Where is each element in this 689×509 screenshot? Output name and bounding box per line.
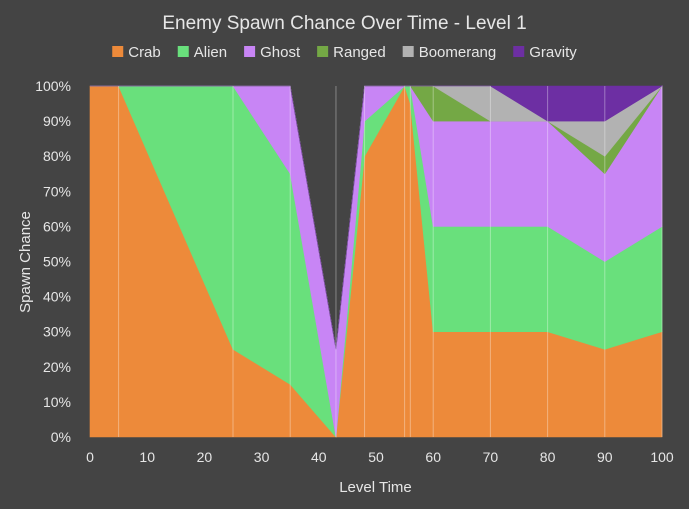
x-axis-label: Level Time bbox=[339, 479, 412, 496]
y-tick-label: 0% bbox=[51, 429, 71, 445]
x-tick-label: 70 bbox=[483, 449, 499, 465]
legend-swatch bbox=[112, 46, 124, 57]
area-series-gravity bbox=[90, 85, 664, 350]
y-tick-label: 50% bbox=[43, 254, 71, 270]
legend-swatch bbox=[177, 46, 189, 57]
legend-item-boomerang: Boomerang bbox=[402, 44, 497, 61]
x-tick-label: 90 bbox=[597, 449, 613, 465]
y-axis-label: Spawn Chance bbox=[17, 211, 34, 313]
y-tick-label: 100% bbox=[35, 78, 71, 94]
y-tick-label: 40% bbox=[43, 289, 71, 305]
chart-title: Enemy Spawn Chance Over Time - Level 1 bbox=[162, 13, 526, 34]
x-tick-label: 30 bbox=[254, 449, 270, 465]
y-tick-label: 10% bbox=[43, 394, 71, 410]
y-tick-label: 80% bbox=[43, 148, 71, 164]
legend-swatch bbox=[317, 46, 329, 57]
legend-label: Boomerang bbox=[419, 44, 497, 61]
legend-label: Gravity bbox=[529, 44, 577, 61]
x-tick-label: 0 bbox=[86, 449, 94, 465]
gridlines bbox=[118, 86, 663, 437]
legend-label: Alien bbox=[194, 44, 227, 61]
legend-item-gravity: Gravity bbox=[513, 44, 577, 61]
legend-item-crab: Crab bbox=[112, 44, 161, 61]
legend-item-ranged: Ranged bbox=[317, 44, 386, 61]
area-series-group bbox=[89, 84, 664, 438]
y-tick-label: 60% bbox=[43, 218, 71, 234]
legend-label: Crab bbox=[128, 44, 161, 61]
y-tick-label: 20% bbox=[43, 359, 71, 375]
y-axis-ticks: 0% 10% 20% 30% 40% 50% 60% 70% 80% 90% 100% bbox=[35, 78, 71, 445]
x-tick-label: 10 bbox=[139, 449, 155, 465]
legend-swatch bbox=[402, 46, 414, 57]
legend-label: Ghost bbox=[260, 44, 301, 61]
legend-label: Ranged bbox=[333, 44, 386, 61]
x-axis-ticks: 0 10 20 30 40 50 60 70 80 90 100 bbox=[86, 449, 674, 465]
plot-area bbox=[89, 84, 664, 438]
legend: Crab Alien Ghost Ranged Boomerang Gravity bbox=[112, 44, 577, 61]
legend-swatch bbox=[513, 46, 525, 57]
y-tick-label: 90% bbox=[43, 113, 71, 129]
x-tick-label: 20 bbox=[197, 449, 213, 465]
x-tick-label: 40 bbox=[311, 449, 327, 465]
legend-item-ghost: Ghost bbox=[244, 44, 301, 61]
x-tick-label: 100 bbox=[650, 449, 674, 465]
legend-swatch bbox=[244, 46, 256, 57]
y-tick-label: 70% bbox=[43, 183, 71, 199]
x-tick-label: 50 bbox=[368, 449, 384, 465]
y-tick-label: 30% bbox=[43, 324, 71, 340]
legend-item-alien: Alien bbox=[177, 44, 227, 61]
x-tick-label: 80 bbox=[540, 449, 556, 465]
x-tick-label: 60 bbox=[425, 449, 441, 465]
